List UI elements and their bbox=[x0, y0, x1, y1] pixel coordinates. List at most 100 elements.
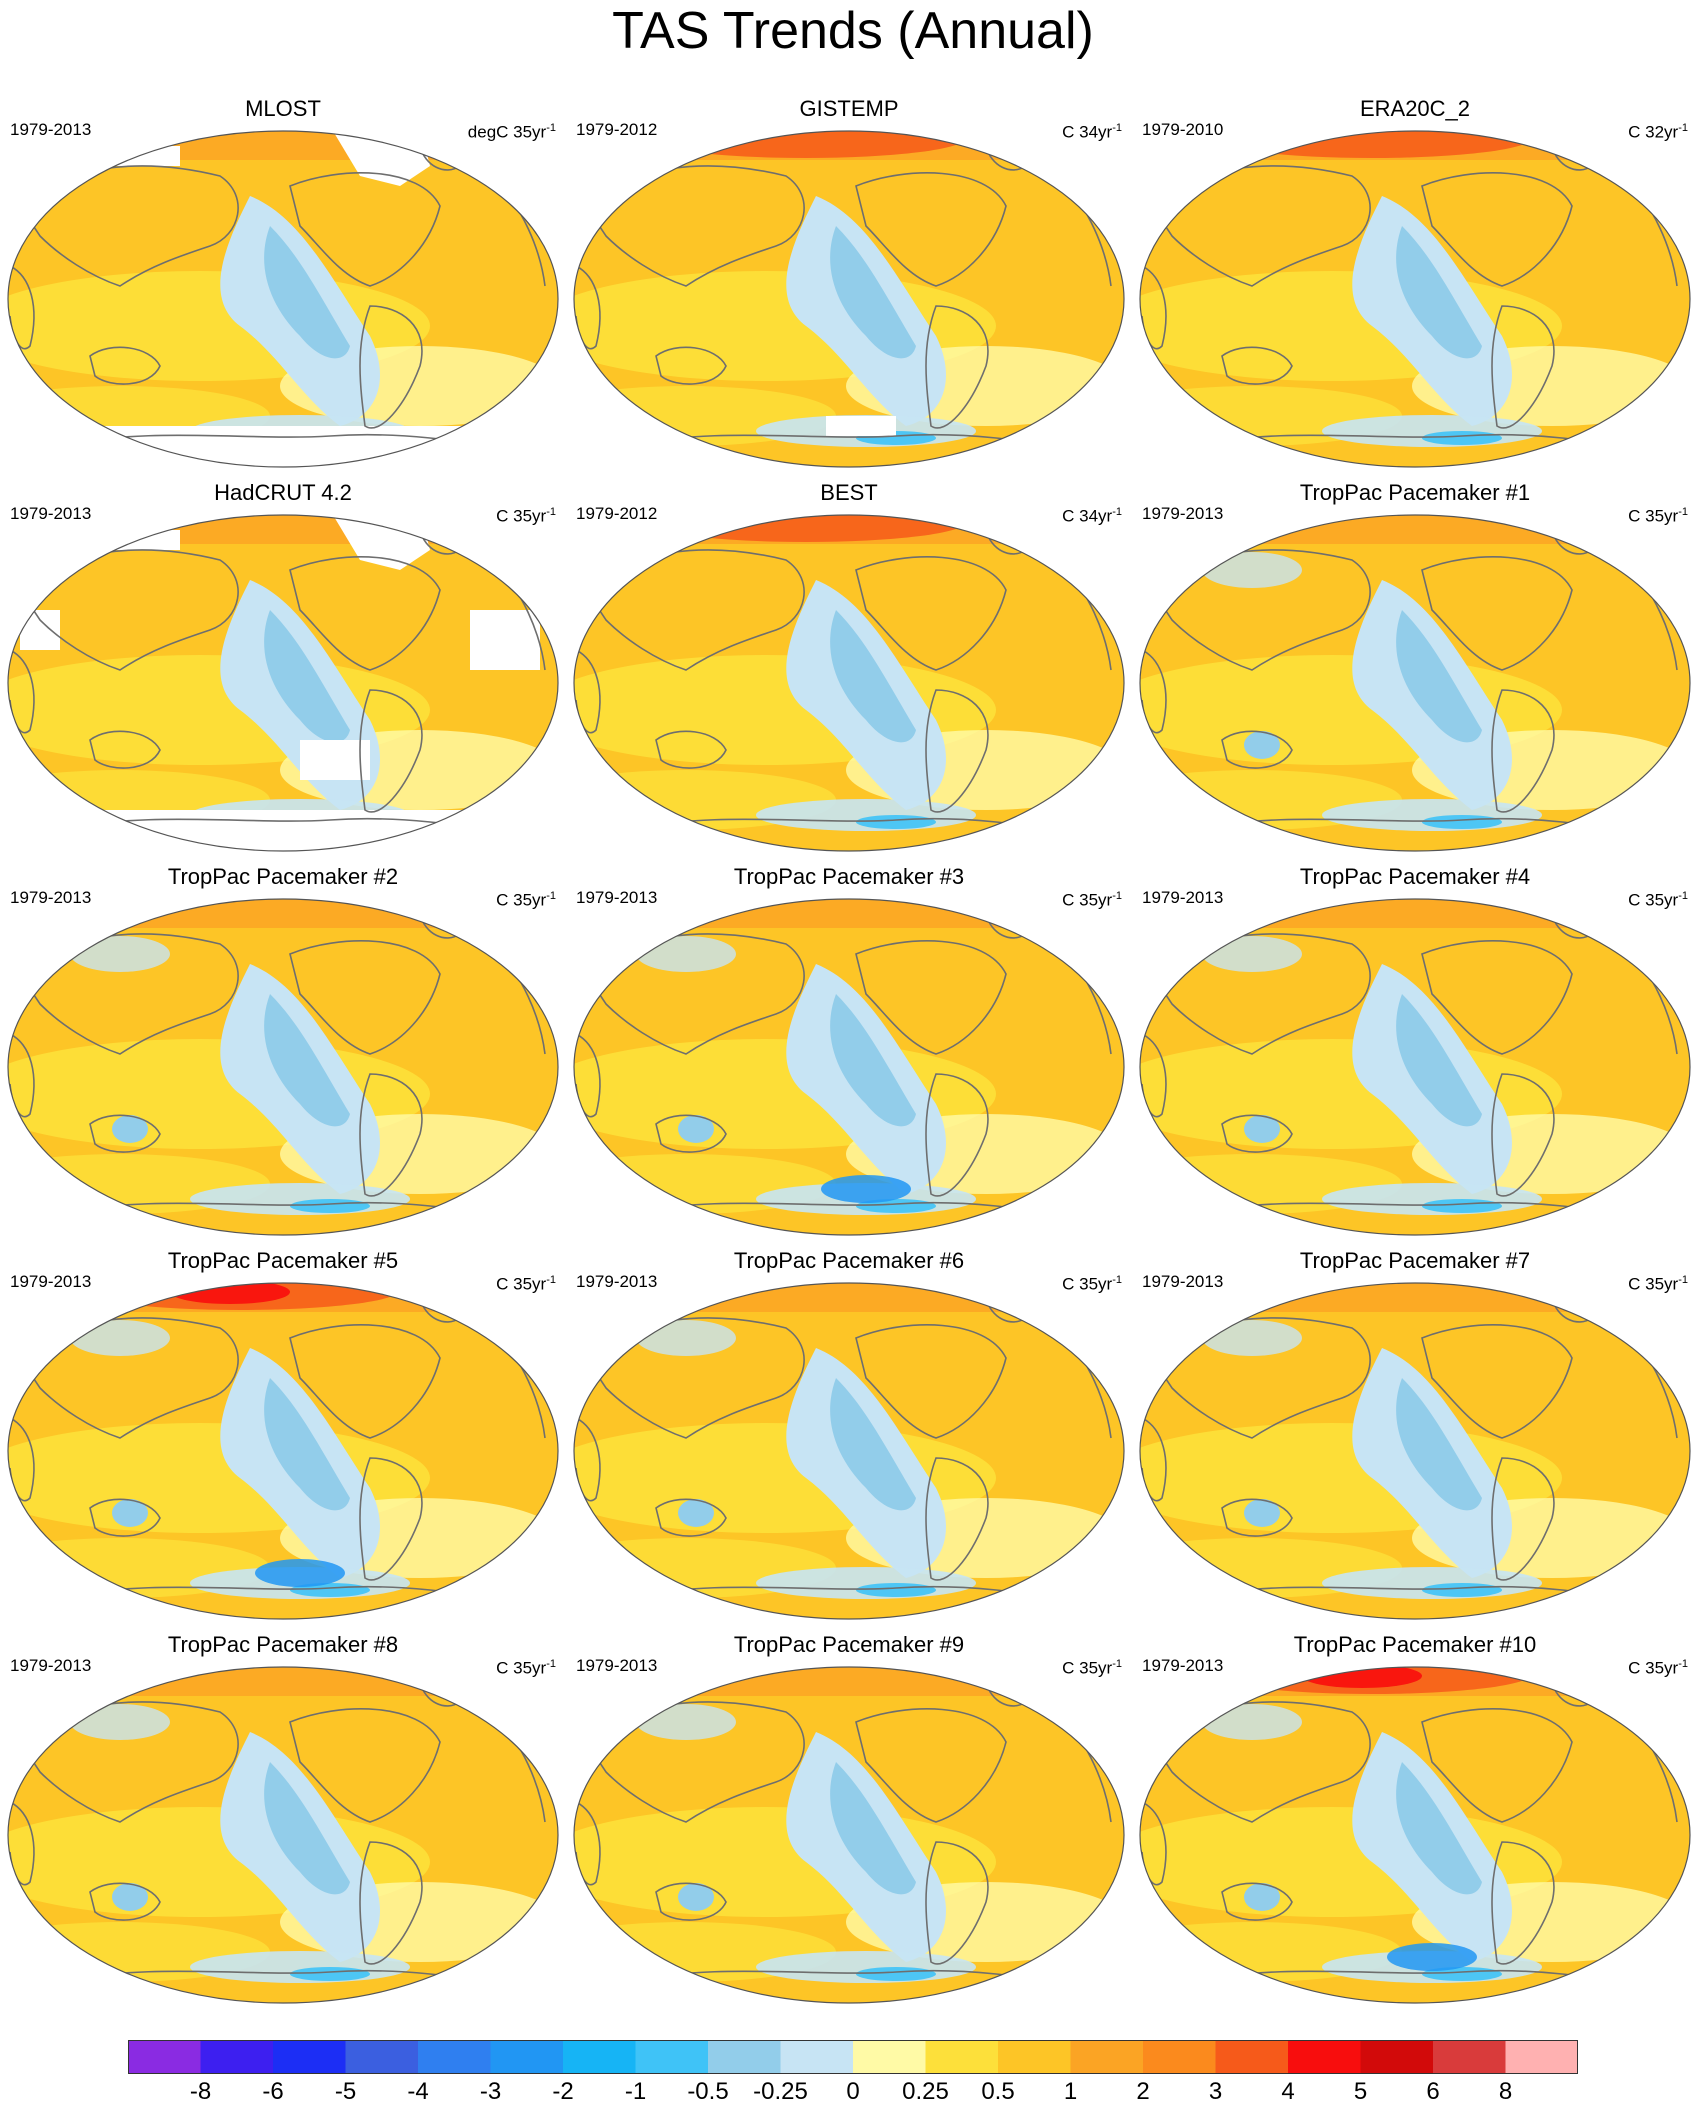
colorbar-tick-label: -3 bbox=[479, 2078, 502, 2105]
panel-period: 1979-2013 bbox=[1142, 504, 1224, 523]
trend-map bbox=[1139, 1282, 1691, 1620]
panel-units-text: C 35yr bbox=[1628, 890, 1679, 910]
panel-units-text: C 35yr bbox=[1062, 1658, 1113, 1678]
panel-units: C 35yr-1 bbox=[1062, 1654, 1122, 1679]
colorbar-swatch bbox=[1215, 2040, 1289, 2074]
map-panel: TropPac Pacemaker #10 1979-2013 C 35yr-1 bbox=[1132, 1632, 1698, 2017]
trend-map bbox=[1139, 130, 1691, 468]
trend-map bbox=[7, 130, 559, 468]
map-panel: TropPac Pacemaker #3 1979-2013 C 35yr-1 bbox=[566, 864, 1132, 1249]
panel-title: TropPac Pacemaker #10 bbox=[1293, 1632, 1537, 1657]
panel-units: C 32yr-1 bbox=[1628, 118, 1688, 143]
trend-map bbox=[7, 1666, 559, 2004]
colorbar-swatch bbox=[1143, 2040, 1216, 2074]
panel-title: BEST bbox=[820, 480, 878, 505]
panel-title: TropPac Pacemaker #1 bbox=[1299, 480, 1531, 505]
panel-period: 1979-2013 bbox=[576, 1656, 658, 1675]
panel-units-text: C 32yr bbox=[1628, 122, 1679, 142]
colorbar-tick-label: 0 bbox=[846, 2078, 860, 2105]
map-panel: GISTEMP 1979-2012 C 34yr-1 bbox=[566, 96, 1132, 481]
colorbar-swatch bbox=[1070, 2040, 1144, 2074]
panel-units: C 35yr-1 bbox=[1062, 886, 1122, 911]
panel-units-exponent: -1 bbox=[1678, 1274, 1688, 1286]
colorbar-swatch bbox=[925, 2040, 999, 2074]
trend-map bbox=[1139, 898, 1691, 1236]
colorbar bbox=[128, 2040, 1578, 2074]
panel-units-text: C 34yr bbox=[1062, 506, 1113, 526]
trend-map bbox=[7, 514, 559, 852]
panel-units: C 35yr-1 bbox=[1062, 1270, 1122, 1295]
colorbar-swatch bbox=[1505, 2040, 1578, 2074]
panel-units-exponent: -1 bbox=[1678, 122, 1688, 134]
trend-map bbox=[7, 898, 559, 1236]
colorbar-tick-label: -8 bbox=[189, 2078, 212, 2105]
panel-units: C 35yr-1 bbox=[1628, 1270, 1688, 1295]
panel-units-exponent: -1 bbox=[1112, 122, 1122, 134]
colorbar-tick-label: 3 bbox=[1208, 2078, 1223, 2105]
map-panel: TropPac Pacemaker #1 1979-2013 C 35yr-1 bbox=[1132, 480, 1698, 865]
trend-map bbox=[7, 1282, 559, 1620]
panel-units: C 35yr-1 bbox=[1628, 886, 1688, 911]
panel-period: 1979-2013 bbox=[576, 888, 658, 907]
colorbar-tick-label: 4 bbox=[1281, 2078, 1295, 2105]
panel-title: TropPac Pacemaker #6 bbox=[733, 1248, 965, 1273]
panel-units-exponent: -1 bbox=[1112, 506, 1122, 518]
colorbar-tick-label: -0.25 bbox=[753, 2078, 808, 2105]
colorbar-swatch bbox=[418, 2040, 491, 2074]
panel-units: degC 35yr-1 bbox=[468, 118, 556, 143]
colorbar-tick-label: 1 bbox=[1063, 2078, 1078, 2105]
colorbar-tick-label: 0.25 bbox=[902, 2078, 949, 2105]
colorbar-tick-label: -4 bbox=[407, 2078, 429, 2105]
colorbar-swatch bbox=[635, 2040, 709, 2074]
panel-title: TropPac Pacemaker #8 bbox=[167, 1632, 399, 1657]
colorbar-swatch bbox=[200, 2040, 274, 2074]
panel-period: 1979-2013 bbox=[10, 1272, 92, 1291]
panel-title: TropPac Pacemaker #4 bbox=[1299, 864, 1531, 889]
colorbar-swatch bbox=[780, 2040, 854, 2074]
panel-units-text: C 35yr bbox=[496, 890, 547, 910]
map-panel: TropPac Pacemaker #4 1979-2013 C 35yr-1 bbox=[1132, 864, 1698, 1249]
panel-period: 1979-2013 bbox=[1142, 888, 1224, 907]
panel-title: TropPac Pacemaker #5 bbox=[167, 1248, 399, 1273]
trend-map bbox=[573, 898, 1125, 1236]
colorbar-tick-label: 2 bbox=[1136, 2078, 1150, 2105]
panel-period: 1979-2013 bbox=[10, 504, 92, 523]
panel-units-exponent: -1 bbox=[1112, 1658, 1122, 1670]
panel-units-exponent: -1 bbox=[546, 1274, 556, 1286]
panel-units: C 35yr-1 bbox=[496, 886, 556, 911]
panel-period: 1979-2013 bbox=[10, 120, 92, 139]
colorbar-tick-label: 8 bbox=[1498, 2078, 1513, 2105]
panel-title: HadCRUT 4.2 bbox=[214, 480, 352, 505]
panel-units: C 35yr-1 bbox=[496, 502, 556, 527]
trend-map bbox=[573, 514, 1125, 852]
panel-period: 1979-2013 bbox=[10, 888, 92, 907]
panel-units: C 34yr-1 bbox=[1062, 118, 1122, 143]
colorbar-tick-label: -6 bbox=[262, 2078, 284, 2105]
panel-units-exponent: -1 bbox=[1112, 1274, 1122, 1286]
panel-units: C 34yr-1 bbox=[1062, 502, 1122, 527]
map-panel: ERA20C_2 1979-2010 C 32yr-1 bbox=[1132, 96, 1698, 481]
panel-title: MLOST bbox=[245, 96, 321, 121]
panel-title: ERA20C_2 bbox=[1359, 96, 1471, 121]
trend-map bbox=[573, 130, 1125, 468]
panel-units-exponent: -1 bbox=[1112, 890, 1122, 902]
panel-units: C 35yr-1 bbox=[1628, 1654, 1688, 1679]
colorbar-tick-label: -2 bbox=[552, 2078, 574, 2105]
panel-units-text: C 35yr bbox=[496, 506, 547, 526]
panel-units-exponent: -1 bbox=[1678, 506, 1688, 518]
panel-period: 1979-2010 bbox=[1142, 120, 1224, 139]
map-panel: TropPac Pacemaker #2 1979-2013 C 35yr-1 bbox=[0, 864, 566, 1249]
colorbar-swatch bbox=[273, 2040, 346, 2074]
colorbar-swatch bbox=[563, 2040, 636, 2074]
map-panel: TropPac Pacemaker #8 1979-2013 C 35yr-1 bbox=[0, 1632, 566, 2017]
panel-units-exponent: -1 bbox=[546, 122, 556, 134]
panel-title: GISTEMP bbox=[799, 96, 899, 121]
colorbar-tick-label: -5 bbox=[334, 2078, 357, 2105]
map-panel: TropPac Pacemaker #5 1979-2013 C 35yr-1 bbox=[0, 1248, 566, 1633]
colorbar-swatch bbox=[345, 2040, 419, 2074]
panel-title: TropPac Pacemaker #3 bbox=[733, 864, 965, 889]
panel-units-text: C 35yr bbox=[1062, 1274, 1113, 1294]
colorbar-tick-label: 5 bbox=[1353, 2078, 1368, 2105]
panel-period: 1979-2013 bbox=[1142, 1656, 1224, 1675]
colorbar-swatch bbox=[998, 2040, 1071, 2074]
